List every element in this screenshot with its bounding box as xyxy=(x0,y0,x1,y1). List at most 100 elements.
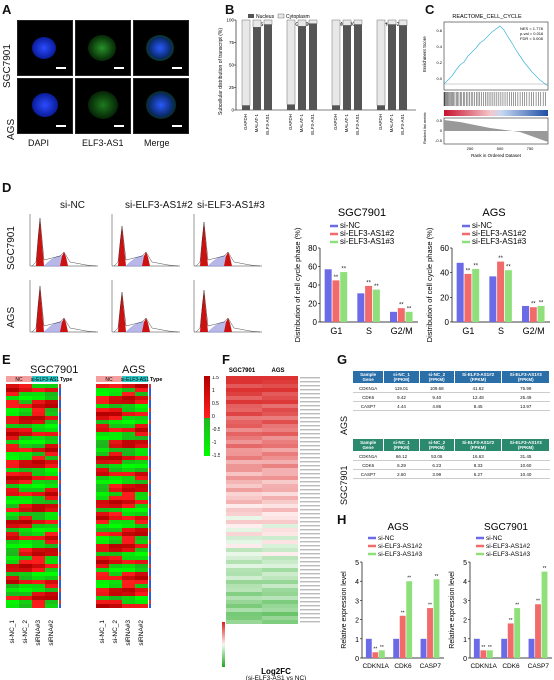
bar xyxy=(405,311,413,322)
f-heat-cell xyxy=(262,400,298,404)
f-heat-cell xyxy=(226,380,262,384)
heat-cell xyxy=(6,552,19,556)
b-bar-cytoplasm xyxy=(241,19,251,106)
heat-cell xyxy=(32,524,45,528)
heat-cell xyxy=(6,444,19,448)
f-heat-cell xyxy=(262,572,298,576)
gsea-hit-ticks xyxy=(443,92,546,106)
heat-cell xyxy=(45,604,58,608)
heat-cell xyxy=(6,600,19,604)
scale-cell xyxy=(204,436,210,438)
y-tick-label: 2 xyxy=(355,618,359,625)
heat-cell xyxy=(6,532,19,536)
f-heat-cell xyxy=(226,476,262,480)
bar xyxy=(504,270,512,322)
heat-cell xyxy=(122,476,135,480)
heat-cell xyxy=(32,460,45,464)
heat-cell xyxy=(135,408,148,412)
table-row: CDK6 6.29 6.23 8.33 10.60 xyxy=(352,460,550,470)
heat-cell xyxy=(109,496,122,500)
y-axis-label: Distribution of cell cycle phase (%) xyxy=(293,227,302,342)
panel-label-f: F xyxy=(222,352,230,367)
type-mark xyxy=(59,512,61,516)
heat-cell xyxy=(109,384,122,388)
bar xyxy=(456,262,464,322)
f-heat-cell xyxy=(226,540,262,544)
flow-g2-peak xyxy=(224,318,232,332)
type-mark xyxy=(149,596,151,600)
row-label-sgc7901: SGC7901 xyxy=(2,44,13,88)
f-heat-cell xyxy=(226,480,262,484)
gsea-ytick-1: 0.6 xyxy=(436,28,442,33)
f-heat-cell xyxy=(226,404,262,408)
f-row-label xyxy=(300,585,320,587)
f-row-label xyxy=(300,605,320,607)
heat-cell xyxy=(45,600,58,604)
bar xyxy=(486,650,493,658)
f-heat-cell xyxy=(226,580,262,584)
heat-cell xyxy=(6,404,19,408)
type-mark xyxy=(149,520,151,524)
gsea-ranked-metric xyxy=(444,120,548,142)
heat-cell xyxy=(135,428,148,432)
heat-cell xyxy=(19,540,32,544)
heat-cell xyxy=(135,460,148,464)
heat-cell xyxy=(19,392,32,396)
heat-cell xyxy=(109,520,122,524)
f-heat-cell xyxy=(262,432,298,436)
heat-cell xyxy=(45,440,58,444)
heat-cell xyxy=(32,420,45,424)
f-heat-cell xyxy=(226,388,262,392)
type-mark xyxy=(149,476,151,480)
heat-cell xyxy=(96,484,109,488)
type-mark xyxy=(59,600,61,604)
type-mark xyxy=(149,584,151,588)
heat-col-label: siRNA#2 xyxy=(138,620,145,646)
b-bar-nucleus xyxy=(377,105,385,110)
type-mark xyxy=(59,480,61,484)
scale-cell xyxy=(204,396,210,398)
b-bar-label: ELF3-AS1 xyxy=(310,114,315,135)
heat-cell xyxy=(122,548,135,552)
significance-mark: ** xyxy=(466,268,471,274)
type-mark xyxy=(149,448,151,452)
heat-cell xyxy=(6,396,19,400)
heat-cell xyxy=(122,480,135,484)
b-bar-cytoplasm xyxy=(398,19,408,26)
micro-sgc-merge xyxy=(133,20,189,76)
f-heat-cell xyxy=(262,504,298,508)
significance-mark: ** xyxy=(407,576,411,582)
f-heat-cell xyxy=(226,512,262,516)
f-heat-cell xyxy=(262,536,298,540)
heat-cell xyxy=(45,472,58,476)
heat-cell xyxy=(109,388,122,392)
heat-cell xyxy=(109,596,122,600)
f-scale-cell xyxy=(222,641,225,643)
flow-g1-peak xyxy=(200,290,208,332)
type-mark xyxy=(149,488,151,492)
f-row-label xyxy=(300,613,320,615)
bar xyxy=(372,289,380,322)
heat-cell xyxy=(96,440,109,444)
f-row-label xyxy=(300,553,320,555)
f-row-label xyxy=(300,505,320,507)
bar xyxy=(365,285,373,322)
heat-cell xyxy=(32,536,45,540)
heat-cell xyxy=(45,464,58,468)
f-heat-cell xyxy=(262,592,298,596)
heat-cell xyxy=(96,448,109,452)
f-heat-cell xyxy=(262,380,298,384)
f-heat-cell xyxy=(262,464,298,468)
scale-cell xyxy=(204,386,210,388)
panel-label-d: D xyxy=(2,180,12,195)
legend-label: si-ELF3-AS1#3 xyxy=(472,237,527,246)
heat-cell xyxy=(45,540,58,544)
heat-cell xyxy=(19,516,32,520)
heat-cell xyxy=(135,500,148,504)
f-heat-cell xyxy=(226,616,262,620)
type-mark xyxy=(59,492,61,496)
heat-cell xyxy=(45,392,58,396)
f-heat-cell xyxy=(262,560,298,564)
heat-cell xyxy=(96,396,109,400)
type-mark xyxy=(149,564,151,568)
